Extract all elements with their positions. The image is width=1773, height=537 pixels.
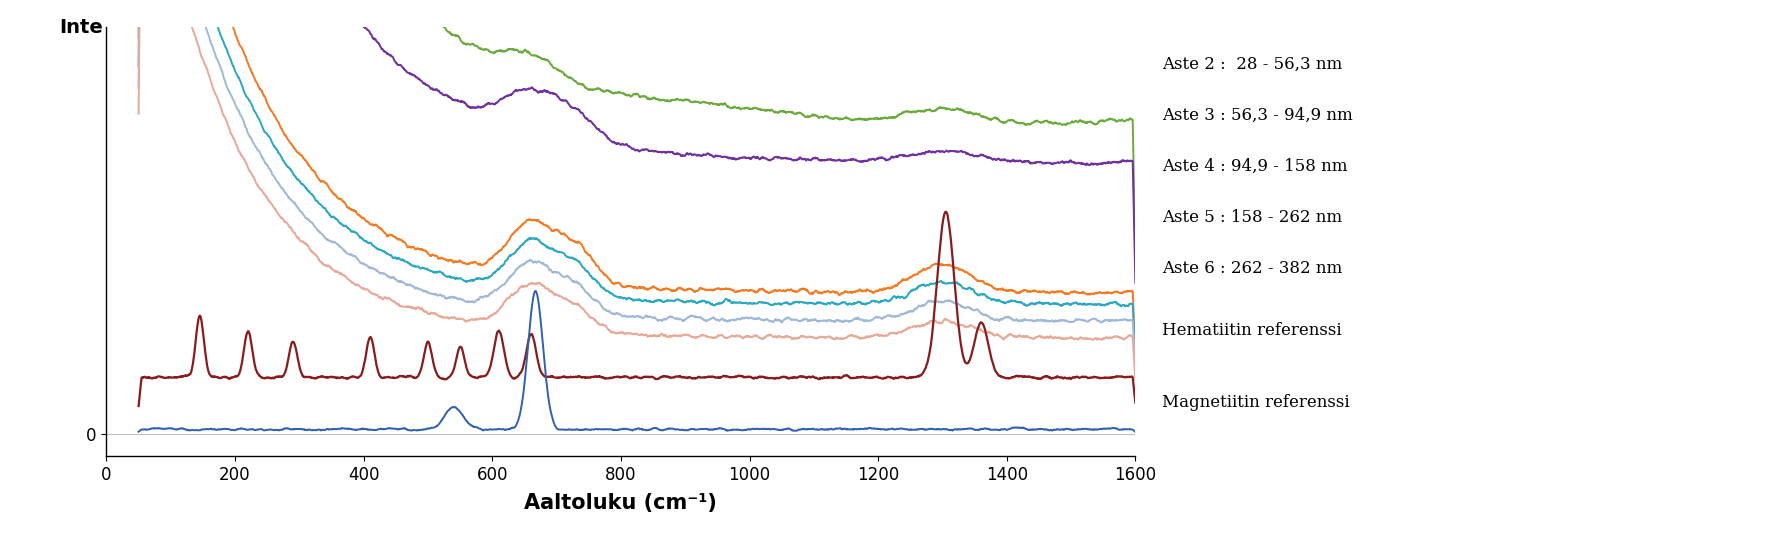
Text: Aste 3 : 56,3 - 94,9 nm: Aste 3 : 56,3 - 94,9 nm [1161, 107, 1353, 124]
Text: Aste 6 : 262 - 382 nm: Aste 6 : 262 - 382 nm [1161, 260, 1342, 277]
Y-axis label: Inte: Inte [59, 18, 103, 37]
Text: Hematiitin referenssi: Hematiitin referenssi [1161, 322, 1340, 339]
Text: Aste 2 :  28 - 56,3 nm: Aste 2 : 28 - 56,3 nm [1161, 56, 1342, 73]
Text: Magnetiitin referenssi: Magnetiitin referenssi [1161, 394, 1349, 411]
Text: Aste 5 : 158 - 262 nm: Aste 5 : 158 - 262 nm [1161, 209, 1342, 226]
Text: Aste 4 : 94,9 - 158 nm: Aste 4 : 94,9 - 158 nm [1161, 158, 1347, 175]
X-axis label: Aaltoluku (cm⁻¹): Aaltoluku (cm⁻¹) [525, 492, 716, 512]
